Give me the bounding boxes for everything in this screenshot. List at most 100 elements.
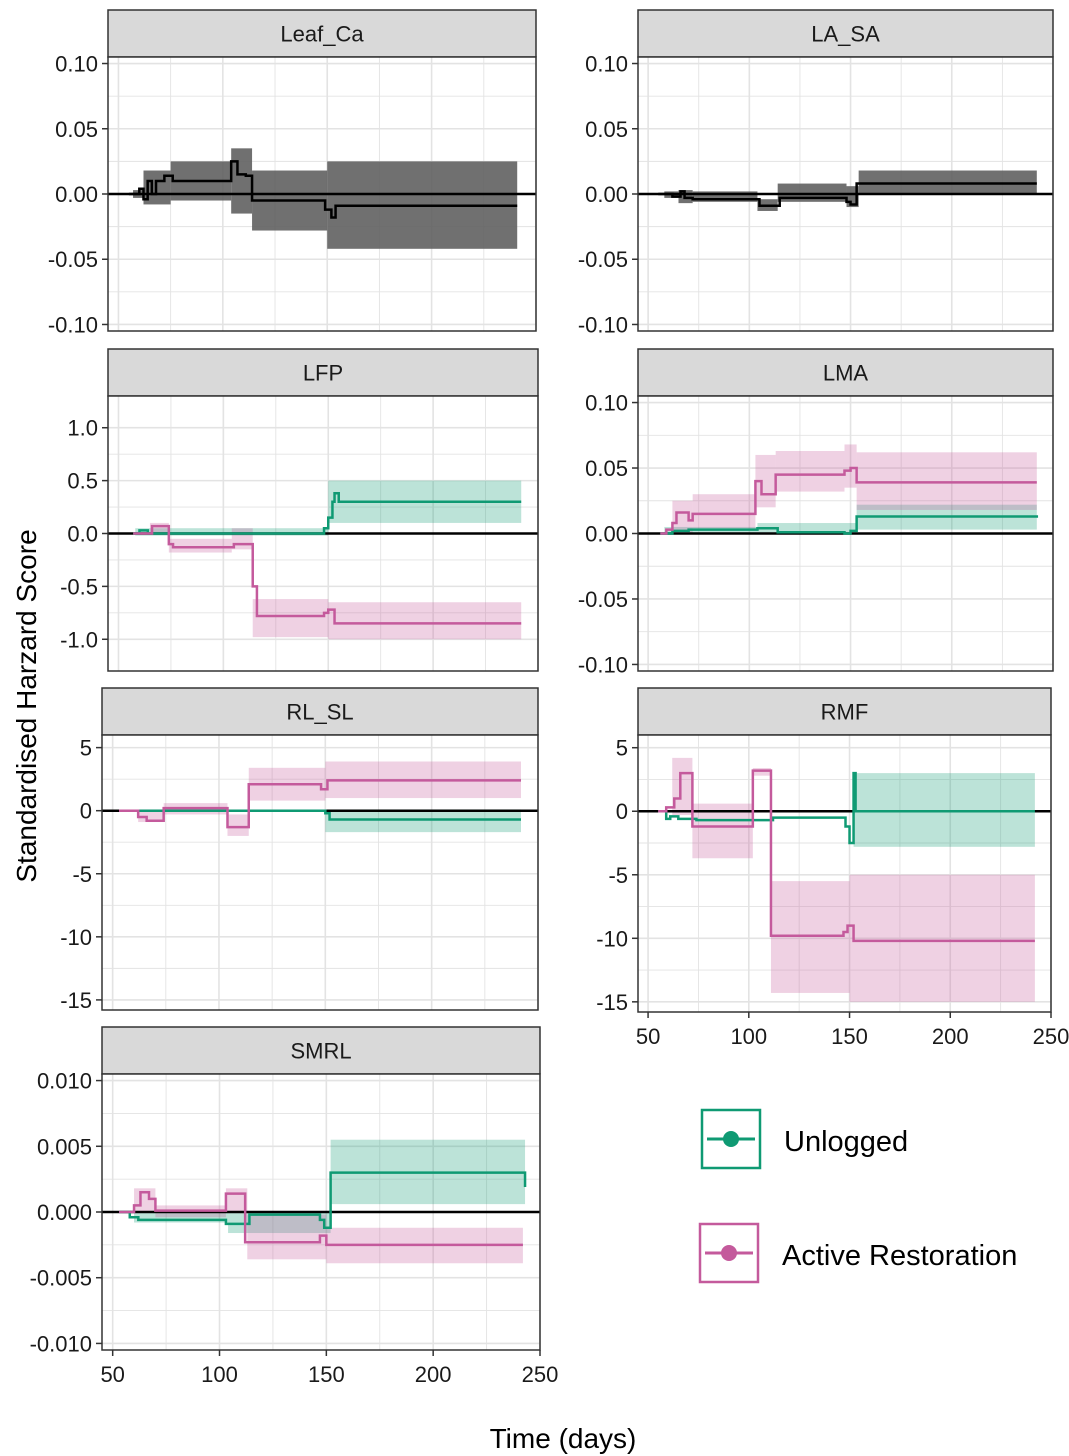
y-tick-label: 0.00: [585, 522, 628, 547]
series-line-active-restoration: [660, 466, 1037, 535]
panel-rl-sl: RL_SL 5 0 -5 -10 -15: [60, 687, 539, 1013]
ci-band-active-restoration: [328, 602, 522, 640]
legend-label-active-restoration: Active Restoration: [782, 1240, 1017, 1272]
x-tick-label: 200: [932, 1024, 969, 1049]
x-axis-title: Time (days): [490, 1423, 637, 1454]
panel-strip-label: RL_SL: [286, 700, 353, 725]
y-tick-label: -0.5: [60, 574, 98, 599]
ci-band-estimate: [692, 191, 758, 202]
y-tick-label: 0.10: [55, 52, 98, 77]
panel-strip: [637, 9, 1054, 58]
series-line-unlogged: [119, 1171, 527, 1230]
plot-area: [638, 735, 1051, 1012]
y-tick-label: 0.005: [37, 1134, 92, 1159]
y-tick-label: 0: [80, 799, 92, 824]
series-line-unlogged: [133, 492, 522, 535]
x-tick-label: 200: [415, 1362, 452, 1387]
ci-band-unlogged: [325, 809, 521, 833]
y-tick-label: -0.10: [578, 652, 628, 677]
y-tick-label: 1.0: [67, 416, 98, 441]
legend: Unlogged Active Restoration: [698, 1108, 1017, 1284]
series-line-active-restoration: [119, 779, 521, 829]
panel-strip-label: RMF: [821, 700, 869, 725]
y-tick-label: -0.10: [48, 312, 98, 337]
panel-strip: [637, 348, 1054, 397]
y-tick-label: 0.10: [585, 52, 628, 77]
y-tick-label: 0.00: [55, 182, 98, 207]
ci-band-active-restoration: [775, 451, 845, 492]
ci-band-active-restoration: [692, 803, 753, 859]
legend-dot-active-restoration: [721, 1245, 737, 1261]
y-tick-label: -10: [596, 926, 628, 951]
y-tick-label: -1.0: [60, 627, 98, 652]
y-tick-label: -0.05: [578, 587, 628, 612]
series-line-unlogged: [119, 809, 521, 821]
panel-border: [101, 734, 539, 1011]
y-tick-label: -15: [596, 990, 628, 1015]
panel-smrl: SMRL 0.010 0.005 0.000 -0.005 -0.010 50 100 150 2…: [30, 1026, 559, 1387]
ci-band-active-restoration: [227, 814, 249, 836]
ci-band-active-restoration: [692, 494, 756, 529]
legend-label-unlogged: Unlogged: [784, 1126, 908, 1158]
x-tick-label: 150: [308, 1362, 345, 1387]
y-tick-label: 0.05: [55, 117, 98, 142]
y-tick-label: -10: [60, 925, 92, 950]
y-tick-label: 5: [80, 736, 92, 761]
legend-item-active-restoration: Active Restoration: [698, 1222, 1017, 1284]
series-line-active-restoration: [658, 769, 1035, 943]
series-line-estimate: [128, 160, 518, 219]
ci-band-estimate: [858, 170, 1037, 194]
panels-layer: Leaf_Ca 0.10 0.05 0.00 -0.05 -0.10 LA_SA 0.10 0.…: [30, 9, 1069, 1387]
y-tick-label: 0.10: [585, 391, 628, 416]
y-tick-label: 0.5: [67, 469, 98, 494]
ci-band-active-restoration: [849, 874, 1035, 1002]
ci-band-unlogged: [853, 773, 1035, 847]
y-tick-label: 0: [616, 799, 628, 824]
panel-strip-label: SMRL: [290, 1039, 351, 1064]
y-tick-label: -5: [72, 862, 92, 887]
y-tick-label: 0.05: [585, 117, 628, 142]
ci-band-active-restoration: [672, 500, 693, 534]
panel-la-sa: LA_SA 0.10 0.05 0.00 -0.05 -0.10: [578, 9, 1054, 337]
series-line-active-restoration: [133, 524, 522, 625]
x-tick-label: 50: [636, 1024, 660, 1049]
x-tick-label: 250: [522, 1362, 559, 1387]
y-tick-label: -0.05: [48, 247, 98, 272]
ci-band-unlogged: [134, 1212, 229, 1223]
panel-strip-label: LFP: [303, 361, 343, 386]
ci-band-active-restoration: [252, 599, 329, 638]
y-tick-label: 0.00: [585, 182, 628, 207]
ci-band-active-restoration: [844, 444, 857, 488]
panel-strip: [107, 9, 537, 58]
series-line-unlogged: [660, 515, 1039, 535]
panel-strip-label: Leaf_Ca: [280, 22, 364, 47]
panel-lfp: LFP 1.0 0.5 0.0 -0.5 -1.0: [60, 348, 539, 672]
y-axis-title: Standardised Harzard Score: [11, 529, 42, 882]
legend-dot-unlogged: [723, 1131, 739, 1147]
y-tick-label: 5: [616, 736, 628, 761]
panel-strip: [107, 348, 539, 397]
x-tick-label: 150: [831, 1024, 868, 1049]
y-tick-label: 0.000: [37, 1200, 92, 1225]
panel-leaf-ca: Leaf_Ca 0.10 0.05 0.00 -0.05 -0.10: [48, 9, 537, 337]
ci-band-unlogged: [757, 523, 857, 534]
x-tick-label: 250: [1033, 1024, 1069, 1049]
ci-band-unlogged: [135, 528, 329, 536]
x-tick-label: 100: [730, 1024, 767, 1049]
y-tick-label: -0.05: [578, 247, 628, 272]
ci-band-active-restoration: [149, 522, 169, 534]
ci-band-active-restoration: [247, 1214, 327, 1260]
y-tick-label: -0.010: [30, 1331, 92, 1356]
y-tick-label: 0.010: [37, 1069, 92, 1094]
ci-band-active-restoration: [770, 881, 850, 993]
y-tick-label: -5: [608, 863, 628, 888]
series-line-estimate: [658, 182, 1037, 207]
series-line-unlogged: [658, 771, 1035, 845]
ci-band-unlogged: [228, 1212, 331, 1234]
legend-item-unlogged: Unlogged: [700, 1108, 908, 1170]
y-tick-label: -0.10: [578, 312, 628, 337]
panel-strip-label: LA_SA: [811, 22, 880, 47]
panel-border: [637, 734, 1052, 1013]
